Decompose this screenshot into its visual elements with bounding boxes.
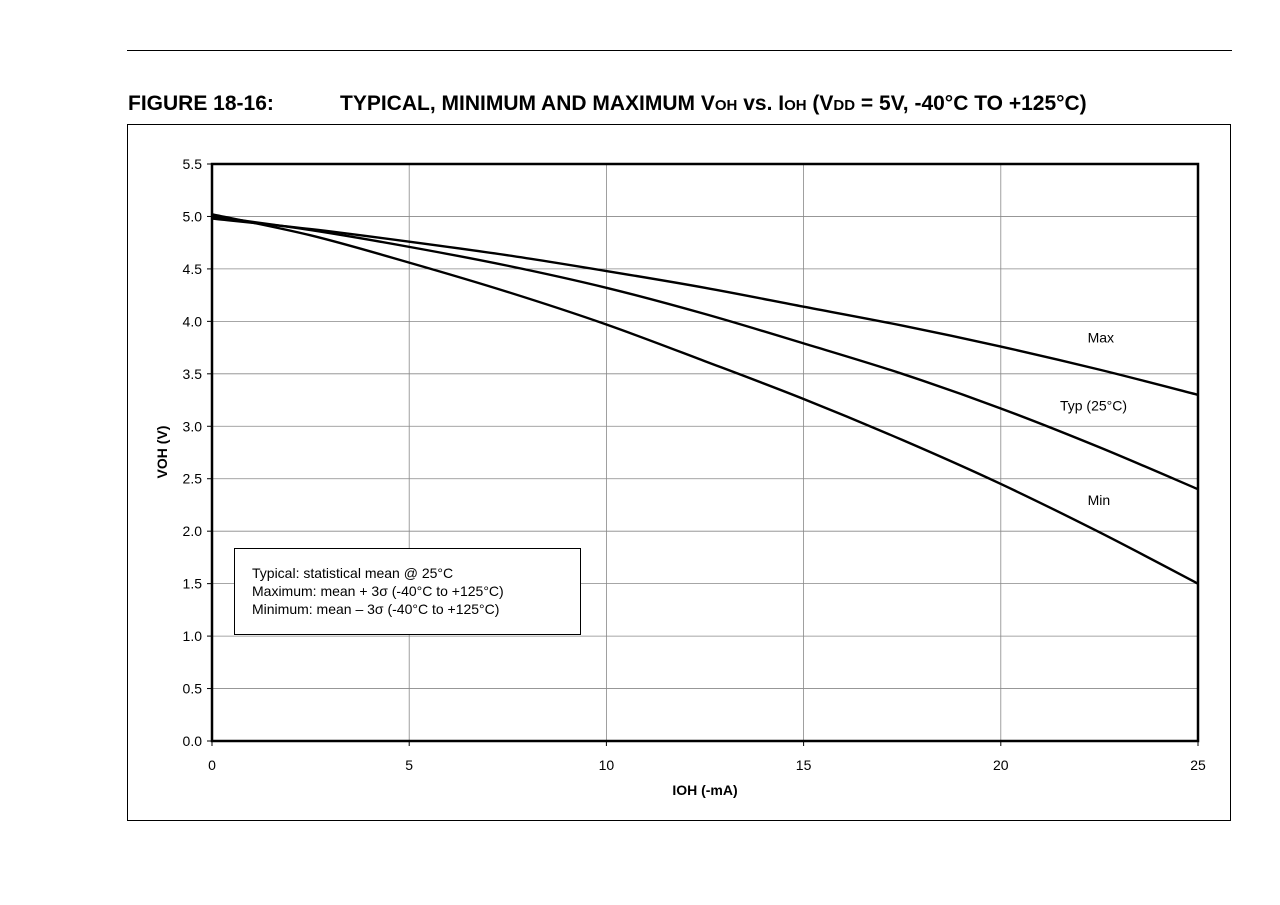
- legend-line-minimum: Minimum: mean – 3σ (-40°C to +125°C): [252, 601, 500, 617]
- y-tick-label: 0.0: [183, 733, 203, 749]
- series-line-typ: [211, 215, 1199, 491]
- series-label-min: Min: [1088, 492, 1111, 508]
- legend-box: Typical: statistical mean @ 25°C Maximum…: [234, 548, 581, 635]
- y-tick-label: 4.5: [183, 261, 203, 277]
- x-axis-label: IOH (-mA): [672, 782, 737, 798]
- x-tick-label: 15: [796, 757, 812, 773]
- y-tick-label: 4.0: [183, 313, 203, 329]
- y-tick-label: 3.5: [183, 366, 203, 382]
- title-part: vs. I: [737, 92, 785, 115]
- plot-area-border: [210, 162, 1200, 743]
- series-line-min: [211, 213, 1199, 585]
- x-tick-label: 0: [208, 757, 216, 773]
- x-tick-label: 5: [405, 757, 413, 773]
- y-tick-label: 0.5: [183, 681, 203, 697]
- figure-number: FIGURE 18-16:: [128, 92, 274, 115]
- title-part: OH: [714, 97, 738, 114]
- x-tick-label: 10: [599, 757, 615, 773]
- y-axis-label: VOH (V): [154, 426, 170, 479]
- y-tick-label: 2.0: [183, 523, 203, 539]
- y-tick-label: 1.0: [183, 628, 203, 644]
- title-part: = 5V, -40°C TO +125°C): [855, 92, 1087, 115]
- series-label-max: Max: [1088, 329, 1114, 345]
- top-rule: [127, 50, 1232, 51]
- figure-title-text: TYPICAL, MINIMUM AND MAXIMUM VOH vs. IOH…: [340, 92, 1087, 115]
- title-part: TYPICAL, MINIMUM AND MAXIMUM V: [340, 92, 715, 115]
- x-tick-label: 20: [993, 757, 1009, 773]
- legend-line-typical: Typical: statistical mean @ 25°C: [252, 565, 454, 581]
- title-part: OH: [784, 97, 807, 114]
- y-tick-label: 5.0: [183, 208, 203, 224]
- y-tick-label: 5.5: [183, 156, 203, 172]
- y-tick-label: 2.5: [183, 471, 203, 487]
- title-part: DD: [833, 97, 856, 114]
- legend-line-maximum: Maximum: mean + 3σ (-40°C to +125°C): [252, 583, 504, 599]
- x-tick-label: 25: [1190, 757, 1206, 773]
- y-tick-label: 3.0: [183, 418, 203, 434]
- title-part: (V: [806, 92, 834, 115]
- y-tick-label: 1.5: [183, 576, 203, 592]
- chart-frame: [127, 124, 1231, 821]
- series-line-max: [211, 217, 1199, 396]
- series-label-typ: Typ (25°C): [1060, 398, 1127, 414]
- figure-title: FIGURE 18-16: TYPICAL, MINIMUM AND MAXIMU…: [128, 92, 1087, 116]
